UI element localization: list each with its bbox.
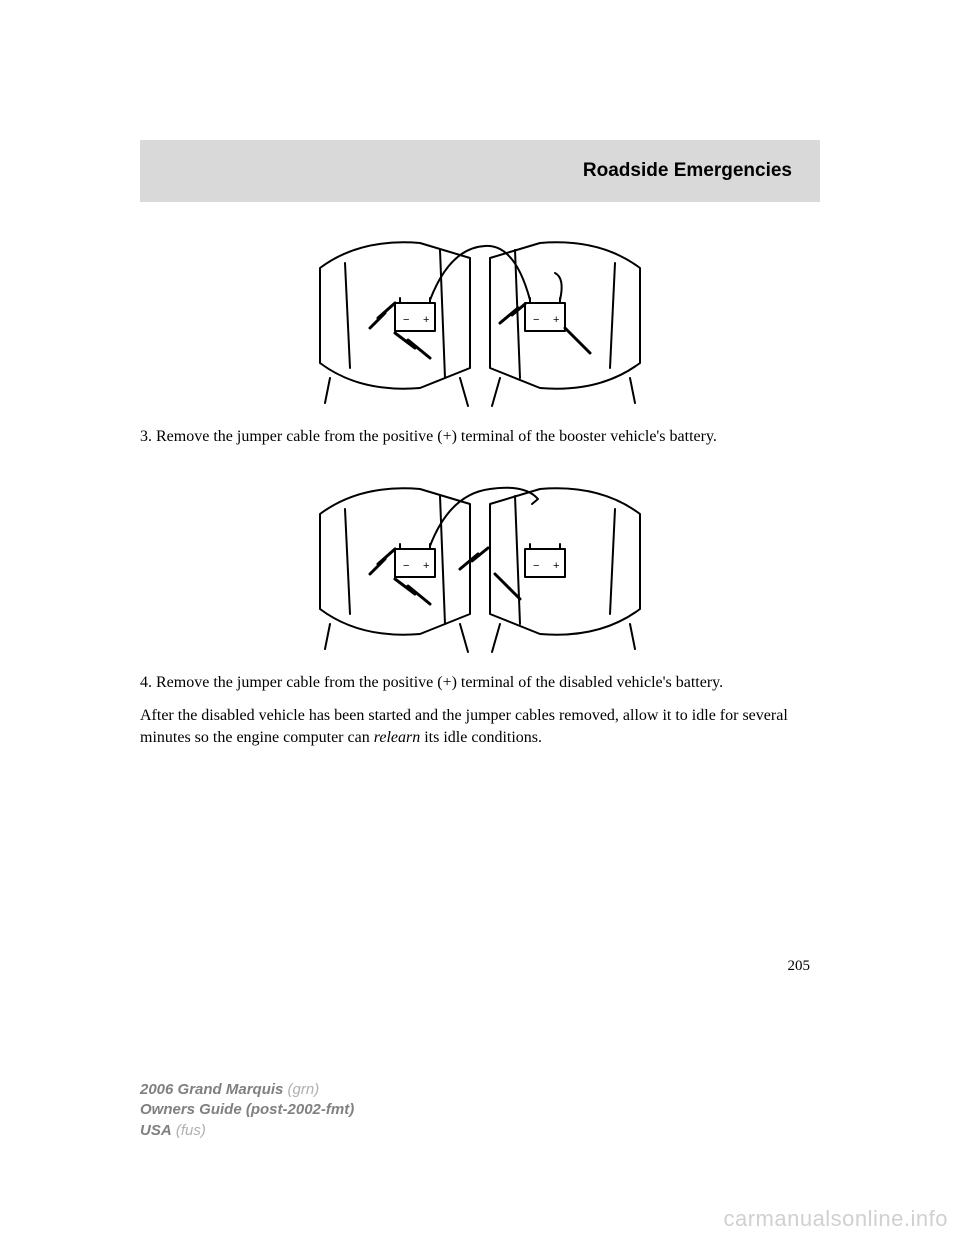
page-content: Roadside Emergencies — [140, 140, 820, 975]
footer-line-3: USA (fus) — [140, 1121, 354, 1141]
svg-text:+: + — [553, 314, 559, 326]
svg-text:+: + — [423, 560, 429, 572]
footer-region: USA — [140, 1122, 172, 1139]
step-3-text: 3. Remove the jumper cable from the posi… — [140, 426, 820, 448]
page-number: 205 — [140, 958, 820, 975]
footer-region-code: (fus) — [172, 1122, 206, 1139]
footer-guide: Owners Guide (post-2002-fmt) — [140, 1101, 354, 1118]
svg-text:−: − — [533, 314, 539, 326]
svg-text:−: − — [533, 560, 539, 572]
svg-text:+: + — [423, 314, 429, 326]
footer-block: 2006 Grand Marquis (grn) Owners Guide (p… — [140, 1080, 354, 1141]
footer-line-2: Owners Guide (post-2002-fmt) — [140, 1100, 354, 1120]
svg-text:+: + — [553, 560, 559, 572]
watermark: carmanualsonline.info — [723, 1206, 948, 1232]
after-italic: relearn — [374, 729, 421, 746]
after-text: After the disabled vehicle has been star… — [140, 705, 820, 748]
header-band: Roadside Emergencies — [140, 140, 820, 202]
jumper-diagram-2: − + − + — [140, 474, 820, 654]
section-title: Roadside Emergencies — [583, 160, 792, 182]
footer-model-code: (grn) — [283, 1081, 319, 1098]
svg-text:−: − — [403, 314, 409, 326]
footer-line-1: 2006 Grand Marquis (grn) — [140, 1080, 354, 1100]
footer-model: 2006 Grand Marquis — [140, 1081, 283, 1098]
svg-text:−: − — [403, 560, 409, 572]
step-4-text: 4. Remove the jumper cable from the posi… — [140, 672, 820, 694]
after-part2: its idle conditions. — [420, 729, 542, 746]
jumper-diagram-1: − + − + — [140, 228, 820, 408]
